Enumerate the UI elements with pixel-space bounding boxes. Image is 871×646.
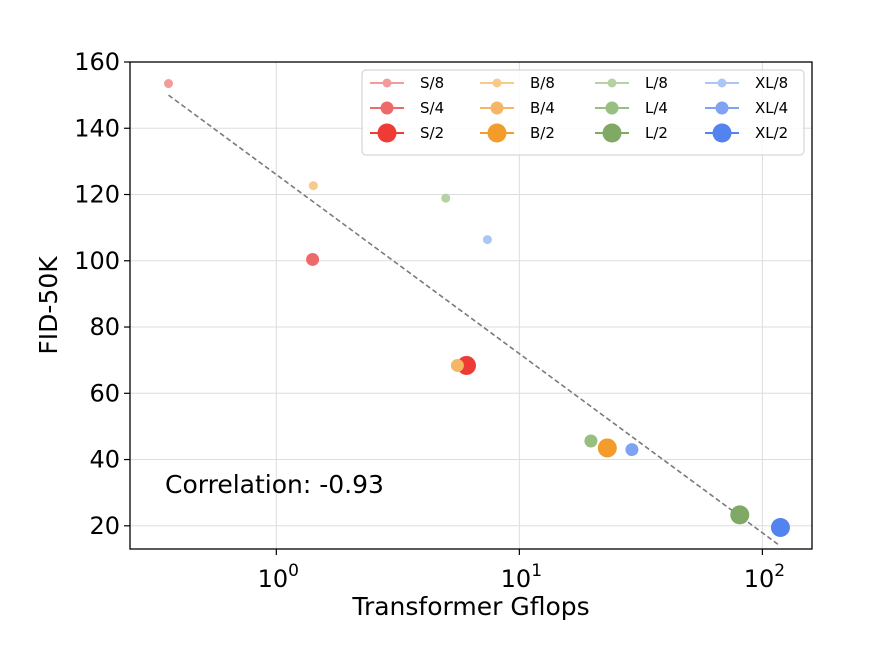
x-tick-label: 102 xyxy=(744,561,785,593)
legend-label-b-4: B/4 xyxy=(530,99,555,117)
trendline xyxy=(168,94,781,547)
y-axis-label: FID-50K xyxy=(34,256,63,355)
legend-marker-l-8 xyxy=(607,78,617,88)
point-l-2 xyxy=(730,505,750,525)
x-tick-exponent: 2 xyxy=(774,561,785,581)
x-tick-base: 10 xyxy=(744,565,775,593)
legend-marker-l-4 xyxy=(605,101,619,115)
y-tick-label: 80 xyxy=(89,313,120,341)
legend-marker-s-2 xyxy=(377,123,397,143)
legend-marker-xl-8 xyxy=(717,78,727,88)
legend-marker-b-8 xyxy=(492,78,502,88)
y-tick-label: 60 xyxy=(89,379,120,407)
point-b-8 xyxy=(308,181,318,191)
x-axis-ticks: 100 101 102 xyxy=(258,549,785,593)
legend-label-b-2: B/2 xyxy=(530,124,555,142)
legend-marker-xl-2 xyxy=(712,123,732,143)
y-tick-label: 40 xyxy=(89,446,120,474)
plot-frame xyxy=(129,61,813,550)
x-tick-base: 10 xyxy=(501,565,532,593)
point-xl-4 xyxy=(625,443,639,457)
legend-box xyxy=(361,69,805,156)
x-tick-exponent: 1 xyxy=(531,561,542,581)
y-tick-label: 100 xyxy=(74,247,120,275)
legend-marker-b-4 xyxy=(490,101,504,115)
point-s-4 xyxy=(306,252,320,266)
point-b-4 xyxy=(450,358,464,372)
legend-label-s-4: S/4 xyxy=(420,99,444,117)
y-tick-label: 120 xyxy=(74,181,120,209)
legend-label-l-4: L/4 xyxy=(645,99,668,117)
legend-label-xl-2: XL/2 xyxy=(755,124,788,142)
y-tick-label: 160 xyxy=(74,48,120,76)
y-tick-label: 140 xyxy=(74,114,120,142)
legend: S/8 S/4 S/2 B/8 B/4 B/2 L/8 L/4 L/2 XL/8 XL/4 XL/2 xyxy=(361,69,805,156)
trendline-group xyxy=(168,94,781,547)
point-s-8 xyxy=(163,79,173,89)
legend-marker-xl-4 xyxy=(715,101,729,115)
data-points xyxy=(163,79,790,537)
legend-label-xl-4: XL/4 xyxy=(755,99,788,117)
point-l-8 xyxy=(441,193,451,203)
y-tick-label: 20 xyxy=(89,512,120,540)
point-xl-2 xyxy=(770,517,790,537)
point-l-4 xyxy=(584,434,598,448)
x-tick-label: 100 xyxy=(258,561,299,593)
legend-marker-l-2 xyxy=(602,123,622,143)
legend-label-s-8: S/8 xyxy=(420,74,444,92)
x-tick-label: 101 xyxy=(501,561,542,593)
correlation-annotation: Correlation: -0.93 xyxy=(165,470,384,499)
legend-marker-s-4 xyxy=(380,101,394,115)
point-b-2 xyxy=(597,438,617,458)
legend-label-l-8: L/8 xyxy=(645,74,668,92)
legend-label-l-2: L/2 xyxy=(645,124,668,142)
x-tick-base: 10 xyxy=(258,565,289,593)
y-axis-ticks: 20 40 60 80 100 120 140 160 xyxy=(74,48,130,540)
x-tick-exponent: 0 xyxy=(288,561,299,581)
legend-label-xl-8: XL/8 xyxy=(755,74,788,92)
point-xl-8 xyxy=(482,235,492,245)
legend-marker-s-8 xyxy=(382,78,392,88)
legend-label-s-2: S/2 xyxy=(420,124,444,142)
x-axis-label: Transformer Gflops xyxy=(351,592,589,621)
legend-label-b-8: B/8 xyxy=(530,74,555,92)
legend-marker-b-2 xyxy=(487,123,507,143)
